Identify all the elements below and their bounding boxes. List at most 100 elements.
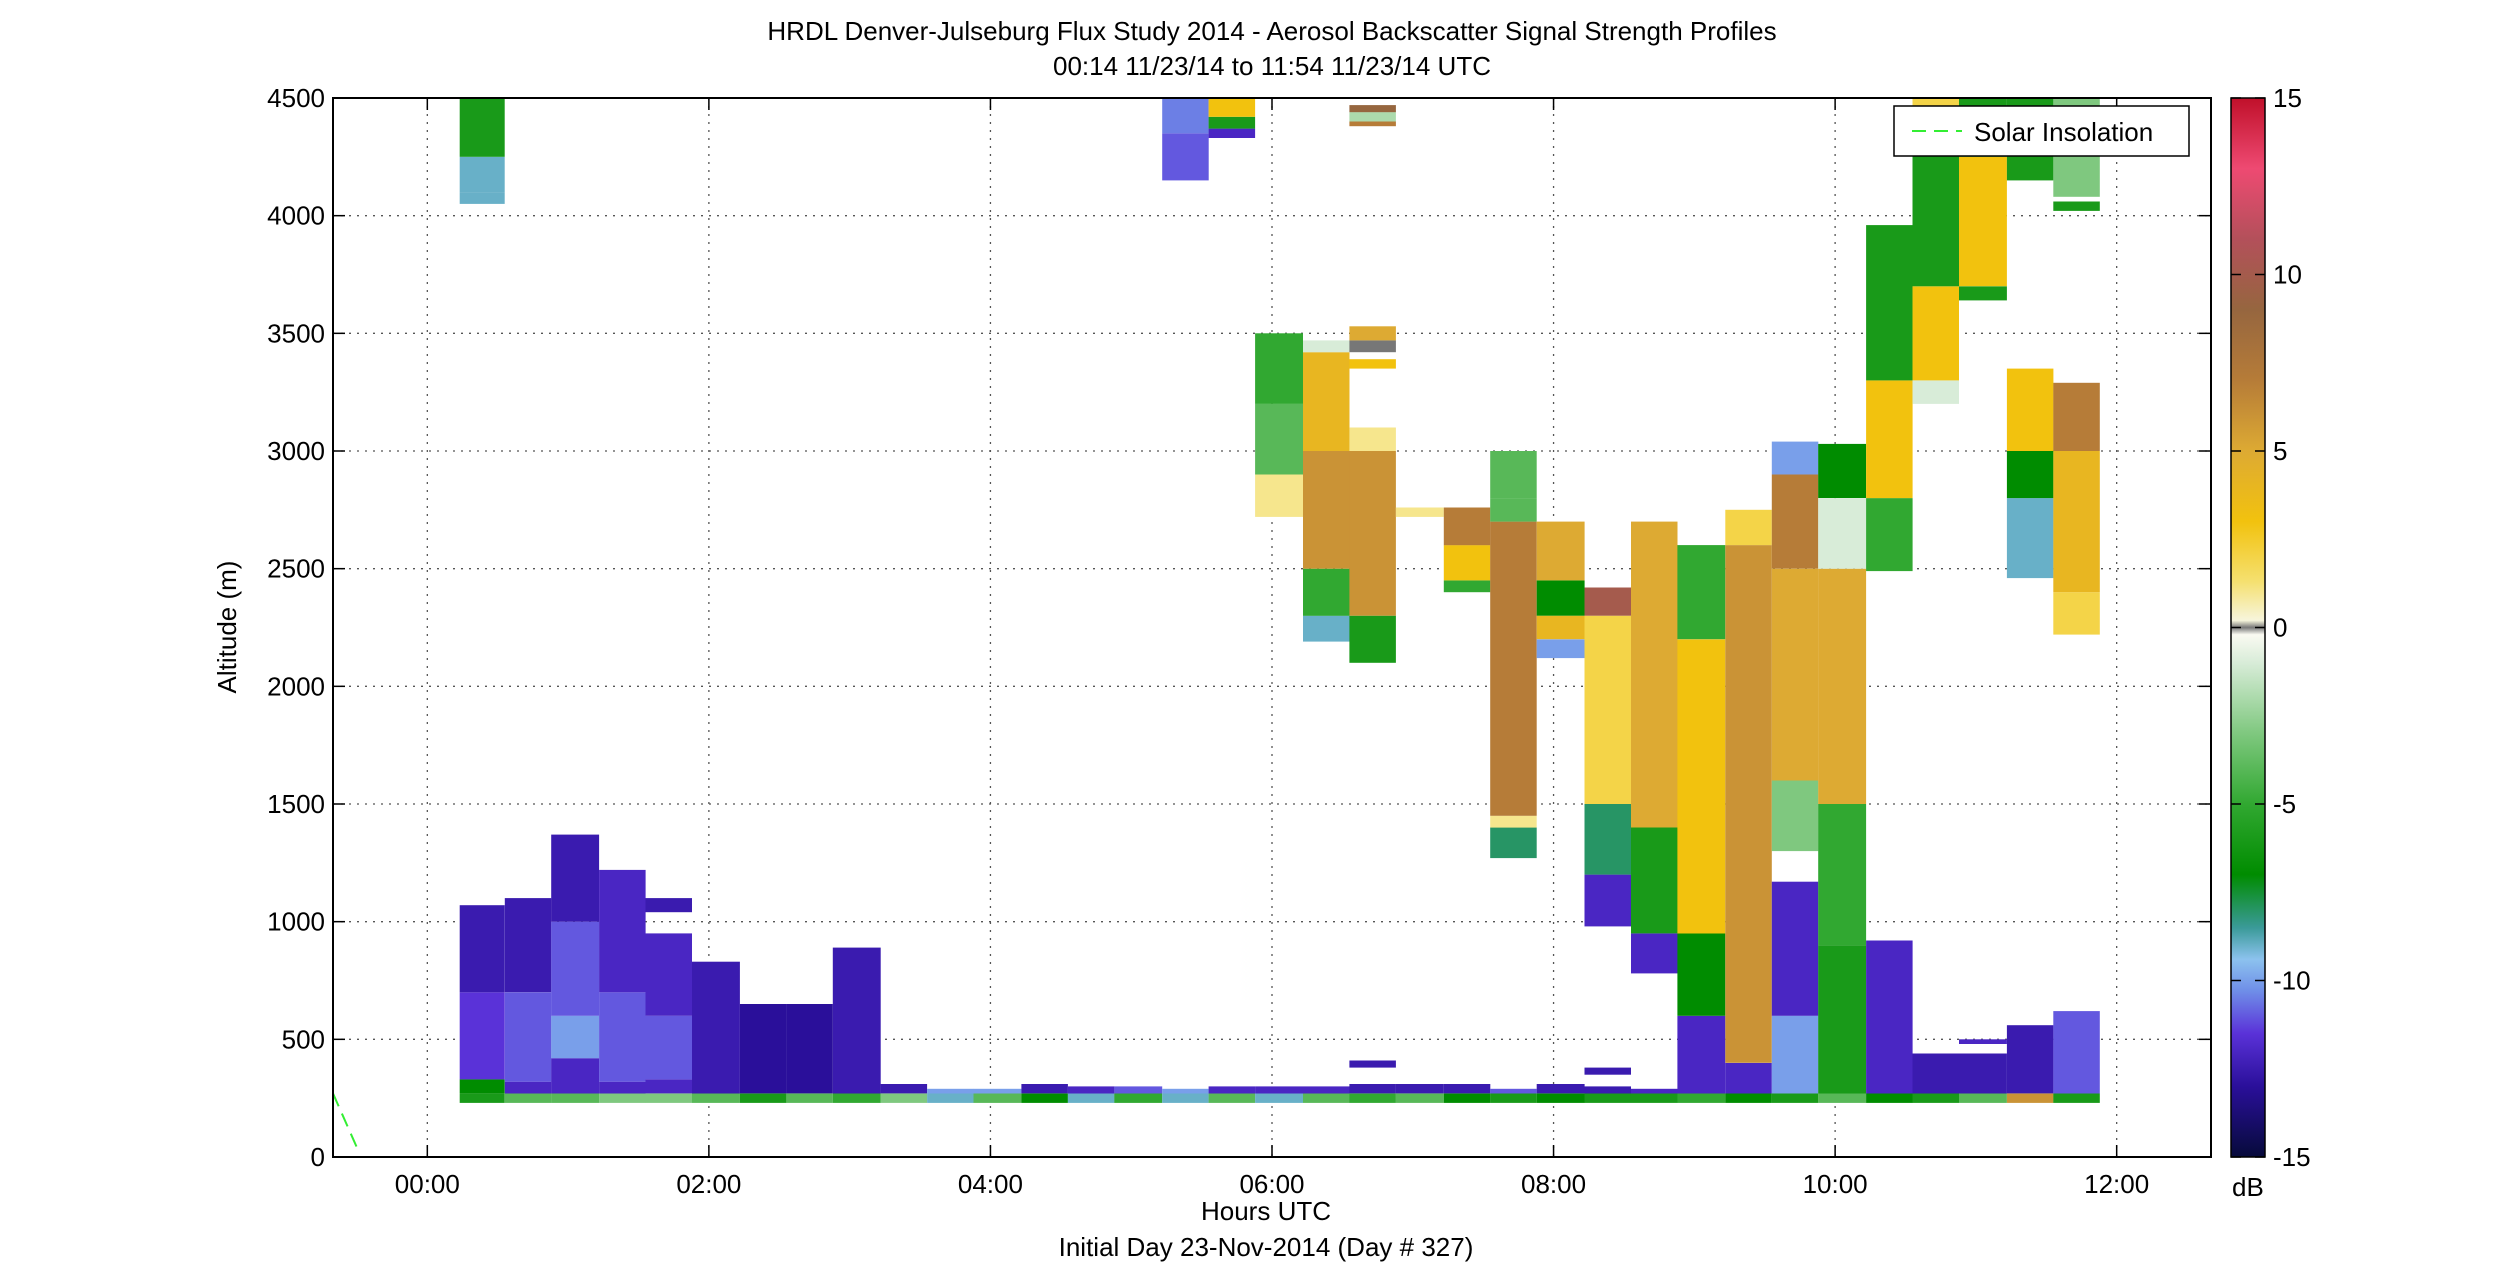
backscatter-cell <box>1303 340 1350 353</box>
backscatter-cell <box>459 156 505 193</box>
backscatter-cell <box>1349 340 1396 353</box>
backscatter-cell <box>645 898 692 913</box>
backscatter-cell <box>1677 1093 1726 1103</box>
backscatter-cell <box>551 834 600 922</box>
backscatter-cell <box>1490 498 1537 522</box>
backscatter-cell <box>1631 827 1678 934</box>
x-axis-label: Hours UTC <box>1201 1196 1331 1226</box>
backscatter-cell <box>1631 1093 1678 1103</box>
backscatter-cell <box>1490 827 1537 859</box>
backscatter-cell <box>459 98 505 157</box>
colorbar-ticks: -15 -10 -5 0 5 10 15 <box>2231 83 2311 1172</box>
backscatter-cell <box>2053 592 2100 635</box>
backscatter-cell <box>459 1079 505 1094</box>
x-tick-label: 02:00 <box>676 1169 741 1199</box>
x-tick-label: 10:00 <box>1803 1169 1868 1199</box>
backscatter-cell <box>1866 225 1913 381</box>
backscatter-cell <box>1631 521 1678 828</box>
backscatter-cell <box>1443 507 1491 546</box>
backscatter-cell <box>1208 116 1256 129</box>
backscatter-cell <box>1771 881 1819 1016</box>
backscatter-cell <box>1866 498 1913 572</box>
backscatter-cell <box>1490 451 1537 499</box>
backscatter-cell <box>1349 359 1396 369</box>
backscatter-cell <box>1818 945 1867 1094</box>
backscatter-cell <box>1303 451 1350 569</box>
backscatter-cell <box>551 1015 600 1059</box>
x-tick-label: 08:00 <box>1521 1169 1586 1199</box>
backscatter-cell <box>551 921 600 1016</box>
backscatter-cell <box>1959 1039 2007 1044</box>
backscatter-cell <box>1959 156 2007 287</box>
backscatter-cell <box>1677 1015 1726 1094</box>
backscatter-cell <box>1912 286 1959 381</box>
backscatter-cell <box>1349 1093 1396 1103</box>
backscatter-cell <box>1771 780 1819 852</box>
backscatter-cell <box>1349 1084 1396 1094</box>
backscatter-cell <box>1162 133 1209 181</box>
y-tick-label: 3000 <box>267 436 325 466</box>
backscatter-cell <box>1725 1062 1772 1094</box>
backscatter-cell <box>1677 639 1726 934</box>
chart-subtitle: 00:14 11/23/14 to 11:54 11/23/14 UTC <box>1053 51 1491 81</box>
backscatter-cell <box>1349 105 1396 113</box>
backscatter-cell <box>2053 1093 2100 1103</box>
y-tick-label: 4000 <box>267 201 325 231</box>
backscatter-cell <box>1584 615 1631 804</box>
backscatter-cell <box>2053 451 2100 593</box>
backscatter-cell <box>1349 121 1396 127</box>
backscatter-cell <box>739 1093 787 1103</box>
backscatter-cell <box>1114 1093 1163 1103</box>
colorbar-tick-label: -10 <box>2273 966 2311 996</box>
backscatter-cell <box>1443 1093 1491 1103</box>
solar-insolation-series <box>333 1093 358 1148</box>
y-tick-label: 1000 <box>267 907 325 937</box>
backscatter-cell <box>1771 441 1819 475</box>
backscatter-cell <box>459 905 505 993</box>
backscatter-cell <box>1818 498 1867 569</box>
backscatter-cell <box>459 992 505 1080</box>
backscatter-cell <box>1631 1088 1678 1094</box>
backscatter-cell <box>1536 1093 1585 1103</box>
backscatter-cell <box>786 1093 833 1103</box>
backscatter-cell <box>2006 451 2054 499</box>
y-tick-label: 2500 <box>267 554 325 584</box>
backscatter-cell <box>1303 1093 1350 1103</box>
backscatter-cell <box>1114 1086 1163 1094</box>
backscatter-cell <box>2006 1093 2054 1103</box>
backscatter-cell <box>1021 1084 1068 1094</box>
x-tick-label: 04:00 <box>958 1169 1023 1199</box>
backscatter-cell <box>1162 98 1209 134</box>
colorbar-tick-label: 5 <box>2273 436 2287 466</box>
backscatter-cell <box>1771 568 1819 781</box>
backscatter-cell <box>1303 1086 1350 1094</box>
backscatter-cell <box>1303 615 1350 642</box>
y-tick-label: 3500 <box>267 318 325 348</box>
backscatter-cell <box>459 192 505 204</box>
colorbar-tick-label: -15 <box>2273 1142 2311 1172</box>
backscatter-cell <box>1255 1086 1303 1094</box>
backscatter-cell <box>1490 1093 1537 1103</box>
backscatter-cell <box>1395 1093 1444 1103</box>
backscatter-cell <box>599 1081 646 1094</box>
backscatter-cell <box>2006 1025 2054 1094</box>
x-axis-sublabel: Initial Day 23-Nov-2014 (Day # 327) <box>1059 1232 1474 1262</box>
backscatter-cell <box>459 1093 505 1103</box>
backscatter-cell <box>1584 1093 1631 1103</box>
backscatter-cell <box>1208 128 1256 138</box>
backscatter-cell <box>1536 615 1585 640</box>
backscatter-cell <box>1395 1084 1444 1094</box>
legend: Solar Insolation <box>1893 105 2190 157</box>
backscatter-cell <box>1349 326 1396 341</box>
y-tick-label: 0 <box>311 1142 325 1172</box>
backscatter-cell <box>1584 804 1631 875</box>
y-axis-label: Altitude (m) <box>212 561 242 694</box>
y-tick-label: 2000 <box>267 671 325 701</box>
backscatter-cell <box>1818 804 1867 946</box>
backscatter-cell <box>1255 403 1303 475</box>
backscatter-cell <box>1818 568 1867 804</box>
colorbar-unit-label: dB <box>2232 1172 2264 1202</box>
backscatter-cell <box>1584 874 1631 927</box>
backscatter-cell <box>1443 1084 1491 1094</box>
